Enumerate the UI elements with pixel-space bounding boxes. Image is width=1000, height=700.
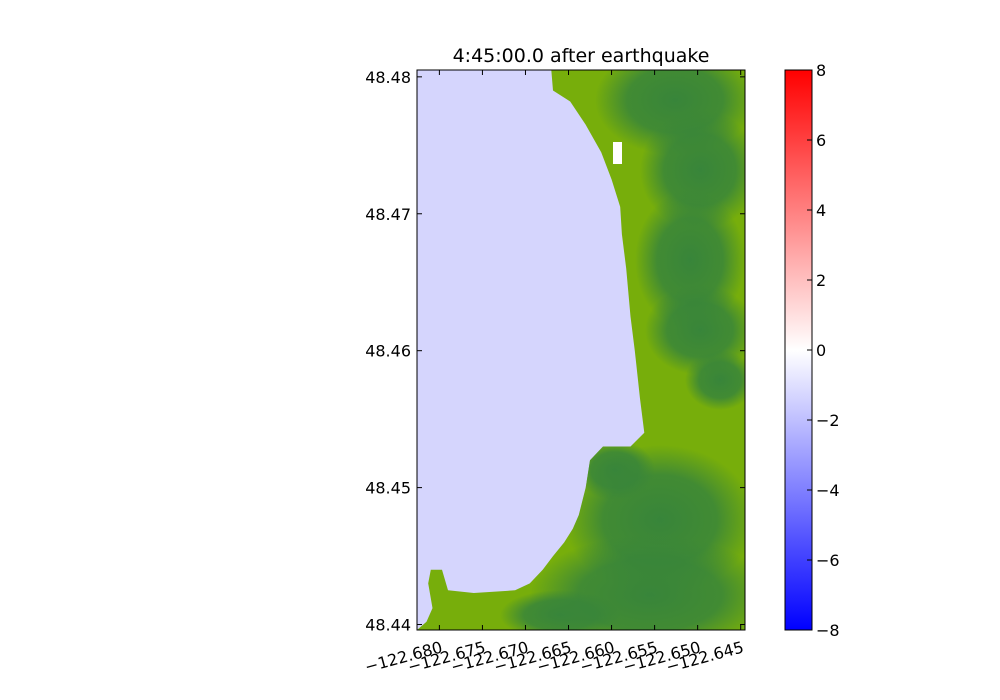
colorbar-tick-label: −8 [816,621,840,640]
axes-frame [416,69,746,631]
heatmap-plot-area [417,70,745,630]
y-tick-label: 48.44 [365,616,411,635]
dark-land-patch [575,440,655,500]
y-tick-label: 48.45 [365,479,411,498]
dark-land-patch [685,350,745,410]
colorbar-tick-label: −2 [816,411,840,430]
colorbar-tick-label: 6 [816,131,826,150]
land-elevation-shading [500,70,745,630]
dry-cell-marker [613,142,622,164]
y-tick-label: 48.47 [365,205,411,224]
dark-land-patch [500,590,620,630]
colorbar-tick-label: 2 [816,271,826,290]
colorbar-axis: 8 6 4 2 0 −2 −4 −6 −8 [807,61,840,640]
colorbar-tick-label: −4 [816,481,840,500]
colorbar-tick-label: 4 [816,201,826,220]
colorbar-tick-label: 0 [816,341,826,360]
y-axis: 48.44 48.45 48.46 48.47 48.48 [365,68,745,635]
colorbar-tick-label: 8 [816,61,826,80]
y-tick-label: 48.48 [365,68,411,87]
colorbar-tick-label: −6 [816,551,840,570]
y-tick-label: 48.46 [365,342,411,361]
chart-title: 4:45:00.0 after earthquake [453,45,710,67]
